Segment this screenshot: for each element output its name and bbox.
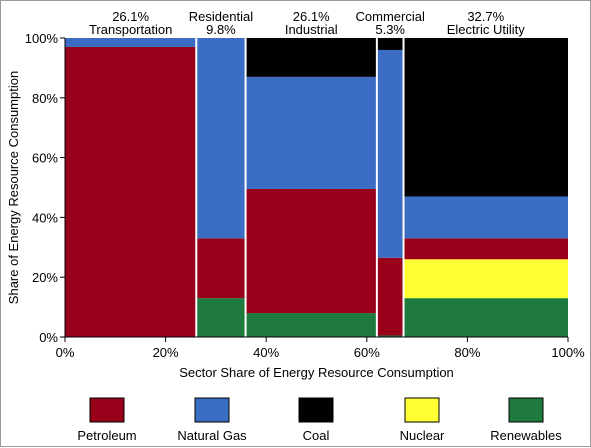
legend-swatch-nuclear bbox=[404, 397, 440, 423]
y-axis-label: Share of Energy Resource Consumption bbox=[6, 71, 21, 304]
tile-commercial-renewables bbox=[376, 335, 404, 337]
sector-name-industrial: Industrial bbox=[285, 22, 338, 37]
tile-commercial-coal bbox=[376, 38, 404, 50]
tile-transportation-natural-gas bbox=[65, 38, 197, 47]
sector-share-transportation: 26.1% bbox=[112, 9, 149, 24]
sector-share-residential: 9.8% bbox=[206, 22, 236, 37]
legend-label-coal: Coal bbox=[303, 428, 330, 443]
tile-electric-utility-renewables bbox=[403, 298, 568, 337]
x-tick-label: 20% bbox=[153, 345, 179, 360]
y-tick-label: 60% bbox=[32, 151, 58, 166]
tile-industrial-renewables bbox=[245, 313, 377, 337]
tile-electric-utility-coal bbox=[403, 38, 568, 197]
x-tick-label: 40% bbox=[253, 345, 279, 360]
tile-transportation-petroleum bbox=[65, 46, 197, 337]
tile-industrial-coal bbox=[245, 38, 377, 77]
y-tick-label: 20% bbox=[32, 270, 58, 285]
x-tick-label: 60% bbox=[354, 345, 380, 360]
sector-name-transportation: Transportation bbox=[89, 22, 172, 37]
tile-commercial-petroleum bbox=[376, 257, 404, 336]
tile-electric-utility-petroleum bbox=[403, 238, 568, 260]
tile-electric-utility-nuclear bbox=[403, 259, 568, 299]
legend-swatch-coal bbox=[298, 397, 334, 423]
sector-name-electric-utility: Electric Utility bbox=[447, 22, 526, 37]
tile-residential-natural-gas bbox=[196, 38, 246, 239]
tile-residential-renewables bbox=[196, 298, 246, 337]
sector-name-commercial: Commercial bbox=[356, 9, 425, 24]
sector-share-electric-utility: 32.7% bbox=[467, 9, 504, 24]
tile-residential-petroleum bbox=[196, 238, 246, 299]
tile-electric-utility-natural-gas bbox=[403, 196, 568, 239]
legend-label-petroleum: Petroleum bbox=[77, 428, 136, 443]
x-tick-label: 80% bbox=[454, 345, 480, 360]
sector-share-commercial: 5.3% bbox=[375, 22, 405, 37]
tile-industrial-petroleum bbox=[245, 188, 377, 314]
x-tick-label: 100% bbox=[551, 345, 585, 360]
legend-label-nuclear: Nuclear bbox=[400, 428, 445, 443]
x-axis-label: Sector Share of Energy Resource Consumpt… bbox=[179, 365, 454, 380]
legend-swatch-renewables bbox=[508, 397, 544, 423]
tile-industrial-natural-gas bbox=[245, 76, 377, 189]
tile-commercial-natural-gas bbox=[376, 49, 404, 258]
y-tick-label: 100% bbox=[25, 31, 59, 46]
legend-label-renewables: Renewables bbox=[490, 428, 562, 443]
y-tick-label: 40% bbox=[32, 210, 58, 225]
y-tick-label: 80% bbox=[32, 91, 58, 106]
sector-name-residential: Residential bbox=[189, 9, 253, 24]
y-tick-label: 0% bbox=[39, 330, 58, 345]
sector-share-industrial: 26.1% bbox=[293, 9, 330, 24]
x-tick-label: 0% bbox=[56, 345, 75, 360]
legend-swatch-petroleum bbox=[89, 397, 125, 423]
legend-label-natural-gas: Natural Gas bbox=[177, 428, 247, 443]
legend-swatch-natural-gas bbox=[194, 397, 230, 423]
